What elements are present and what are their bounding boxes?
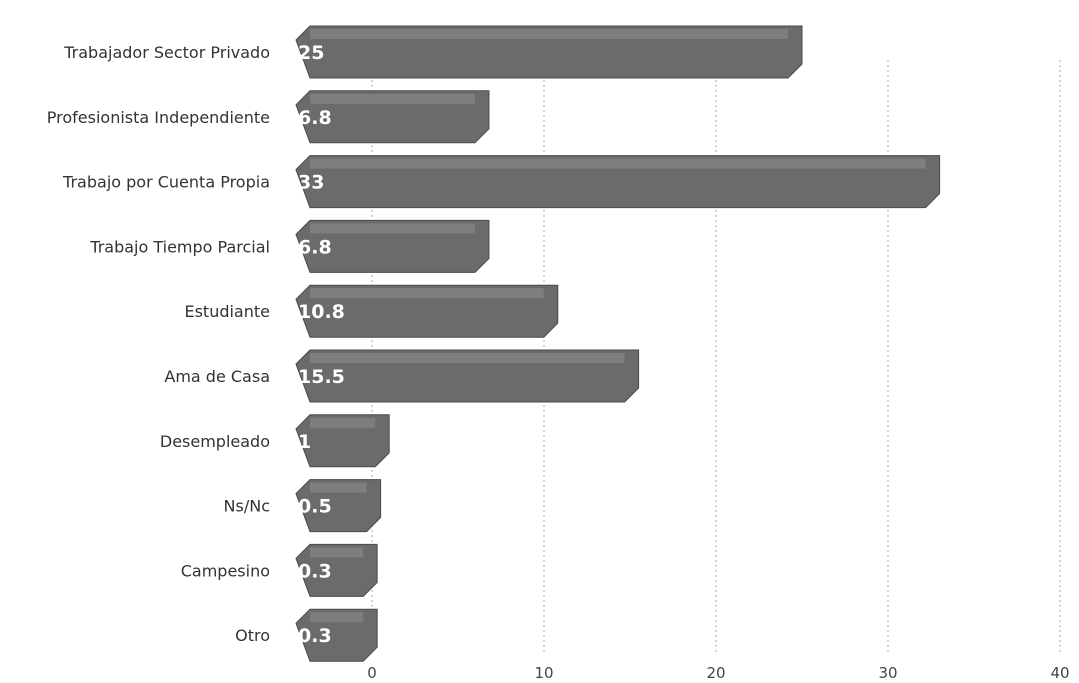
- value-label: 0.3: [298, 625, 332, 647]
- x-tick-label: 10: [534, 664, 553, 682]
- category-label: Otro: [235, 626, 270, 645]
- bar-highlight: [310, 158, 926, 169]
- bar-highlight: [310, 29, 788, 39]
- bar-highlight: [310, 93, 475, 104]
- bar-highlight: [310, 482, 367, 493]
- value-label: 6.8: [298, 107, 332, 129]
- category-label: Trabajador Sector Privado: [63, 43, 270, 62]
- bar-highlight: [310, 417, 376, 428]
- category-label: Ns/Nc: [224, 497, 270, 516]
- bar-highlight: [310, 353, 625, 363]
- category-label: Trabajo Tiempo Parcial: [89, 237, 270, 256]
- value-label: 15.5: [298, 366, 345, 388]
- value-label: 1: [298, 431, 311, 453]
- x-tick-label: 30: [878, 664, 897, 682]
- category-label: Ama de Casa: [164, 367, 270, 386]
- category-label: Estudiante: [184, 302, 270, 321]
- x-tick-label: 0: [367, 664, 377, 682]
- bar-highlight: [310, 547, 364, 558]
- value-label: 25: [298, 42, 324, 64]
- bars: Trabajador Sector Privado 25 Profesionista…: [47, 25, 941, 662]
- category-label: Desempleado: [160, 432, 270, 451]
- category-label: Trabajo por Cuenta Propia: [62, 173, 270, 192]
- bar-highlight: [310, 612, 364, 623]
- value-label: 33: [298, 172, 324, 194]
- x-tick-label: 20: [706, 664, 725, 682]
- category-label: Campesino: [181, 561, 270, 580]
- x-tick-label: 40: [1050, 664, 1069, 682]
- category-label: Profesionista Independiente: [47, 108, 270, 127]
- value-label: 0.3: [298, 560, 332, 582]
- value-label: 6.8: [298, 236, 332, 258]
- bar-highlight: [310, 223, 475, 234]
- bar-highlight: [310, 288, 544, 299]
- value-label: 10.8: [298, 301, 345, 323]
- x-axis-ticks: 0 10 20 30 40: [367, 664, 1069, 682]
- value-label: 0.5: [298, 496, 332, 518]
